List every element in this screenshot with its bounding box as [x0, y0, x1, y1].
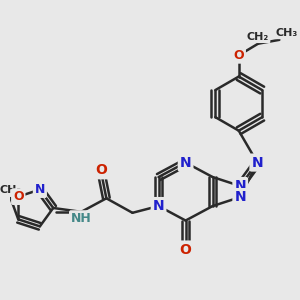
- Text: N: N: [180, 156, 191, 170]
- Text: O: O: [180, 242, 191, 256]
- Text: N: N: [153, 199, 164, 213]
- Text: CH₃: CH₃: [0, 185, 22, 195]
- Text: N: N: [251, 156, 263, 170]
- Text: CH₃: CH₃: [276, 28, 298, 38]
- Text: O: O: [233, 49, 244, 62]
- Text: NH: NH: [71, 212, 92, 225]
- Text: O: O: [13, 190, 24, 203]
- Text: N: N: [35, 183, 45, 196]
- Text: N: N: [234, 190, 246, 204]
- Text: CH₂: CH₂: [247, 32, 269, 42]
- Text: O: O: [96, 163, 107, 177]
- Text: N: N: [234, 179, 246, 193]
